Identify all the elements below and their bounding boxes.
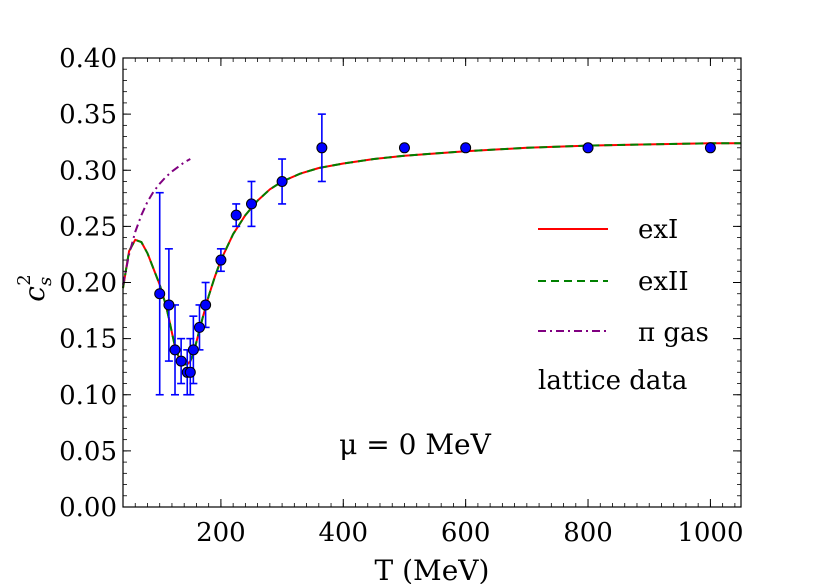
lattice-point xyxy=(704,142,716,154)
legend-label-pi-gas: π gas xyxy=(638,318,709,348)
legend-label-lattice: lattice data xyxy=(538,366,687,396)
y-tick-label: 0.15 xyxy=(59,325,117,355)
points-layer xyxy=(154,142,716,378)
legend-label-exI: exI xyxy=(638,215,678,245)
y-axis-title-base: c xyxy=(18,286,51,302)
y-tick-label: 0.35 xyxy=(59,100,117,130)
lattice-point xyxy=(154,288,166,300)
lattice-point xyxy=(460,142,472,154)
tick-labels-layer: 0.00 0.05 0.10 0.15 0.20 0.25 0.30 0.35 0.40 200 4… xyxy=(59,44,743,548)
lattice-point xyxy=(398,142,410,154)
legend: exI exII π gas lattice data xyxy=(538,215,709,396)
lattice-point xyxy=(200,299,212,311)
lattice-point xyxy=(163,299,175,311)
y-tick-label: 0.25 xyxy=(59,212,117,242)
y-tick-label: 0.40 xyxy=(59,44,117,74)
x-tick-label: 600 xyxy=(441,518,491,548)
lattice-point xyxy=(187,344,199,356)
y-axis-title: cs2 xyxy=(14,274,56,301)
y-axis-title-sup: 2 xyxy=(14,274,35,285)
lattice-point xyxy=(193,321,205,333)
lattice-point xyxy=(582,142,594,154)
x-tick-label: 200 xyxy=(196,518,246,548)
mu-annotation: μ = 0 MeV xyxy=(339,428,491,461)
lattice-point xyxy=(175,355,187,367)
y-tick-label: 0.00 xyxy=(59,493,117,523)
svg-text:cs2: cs2 xyxy=(14,274,56,301)
y-tick-label: 0.10 xyxy=(59,381,117,411)
lattice-point xyxy=(316,142,328,154)
lattice-point xyxy=(169,344,181,356)
x-axis-title: T (MeV) xyxy=(375,554,490,584)
legend-label-exII: exII xyxy=(638,267,689,297)
lattice-point xyxy=(215,254,227,266)
x-tick-label: 1000 xyxy=(677,518,743,548)
y-tick-label: 0.20 xyxy=(59,269,117,299)
y-tick-label: 0.30 xyxy=(59,156,117,186)
lattice-point xyxy=(230,209,242,221)
lattice-point xyxy=(276,175,288,187)
x-tick-label: 800 xyxy=(563,518,613,548)
series-line--gas xyxy=(122,158,191,285)
lattice-point xyxy=(184,366,196,378)
ticks-layer xyxy=(123,57,741,508)
x-tick-label: 400 xyxy=(318,518,368,548)
y-tick-label: 0.05 xyxy=(59,437,117,467)
y-axis-title-sub: s xyxy=(35,277,56,286)
lattice-point xyxy=(245,198,257,210)
